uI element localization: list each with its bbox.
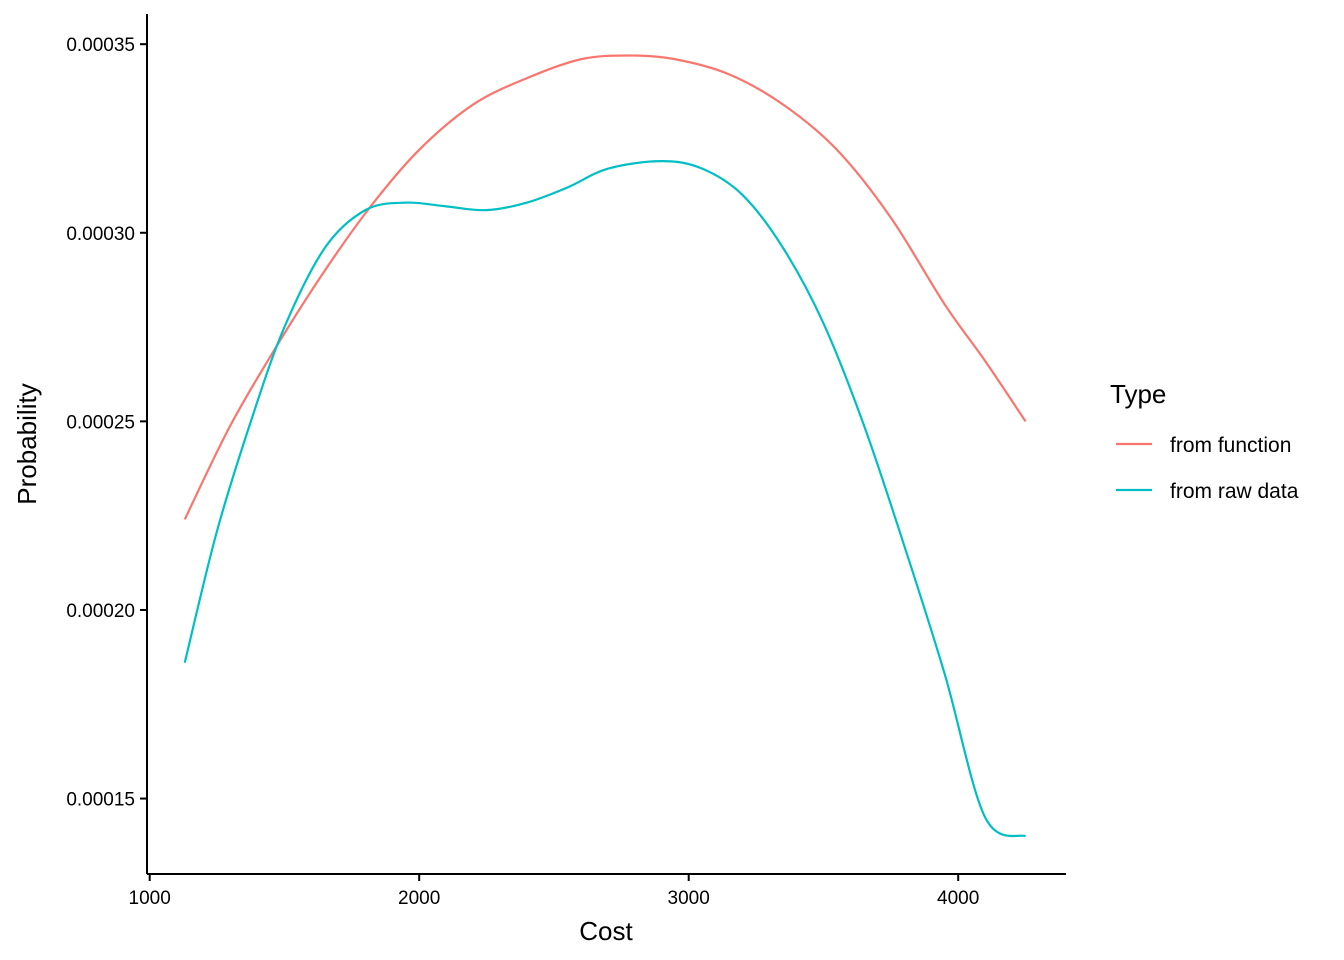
legend-label: from raw data: [1170, 480, 1299, 503]
y-tick-label: 0.00020: [66, 601, 135, 622]
legend-items: from function from raw data: [1116, 434, 1299, 503]
x-ticks: 1000 2000 3000 4000: [129, 874, 979, 909]
y-tick-label: 0.00025: [66, 412, 135, 433]
x-axis-title: Cost: [579, 916, 633, 946]
y-tick-label: 0.00030: [66, 224, 135, 245]
legend-label: from function: [1170, 434, 1291, 457]
legend: Type from function from raw data: [1110, 379, 1299, 503]
y-tick-label: 0.00015: [66, 790, 135, 811]
series-line-from-raw-data: [183, 160, 1027, 838]
series-line-from-function: [183, 54, 1027, 520]
legend-title: Type: [1110, 379, 1166, 409]
y-ticks: 0.00015 0.00020 0.00025 0.00030 0.00035: [66, 35, 147, 811]
plot-lines: [183, 54, 1027, 838]
y-axis-title: Probability: [12, 383, 42, 504]
x-tick-label: 4000: [937, 888, 979, 909]
x-tick-label: 2000: [398, 888, 440, 909]
y-tick-label: 0.00035: [66, 35, 135, 56]
x-tick-label: 3000: [668, 888, 710, 909]
x-tick-label: 1000: [129, 888, 171, 909]
